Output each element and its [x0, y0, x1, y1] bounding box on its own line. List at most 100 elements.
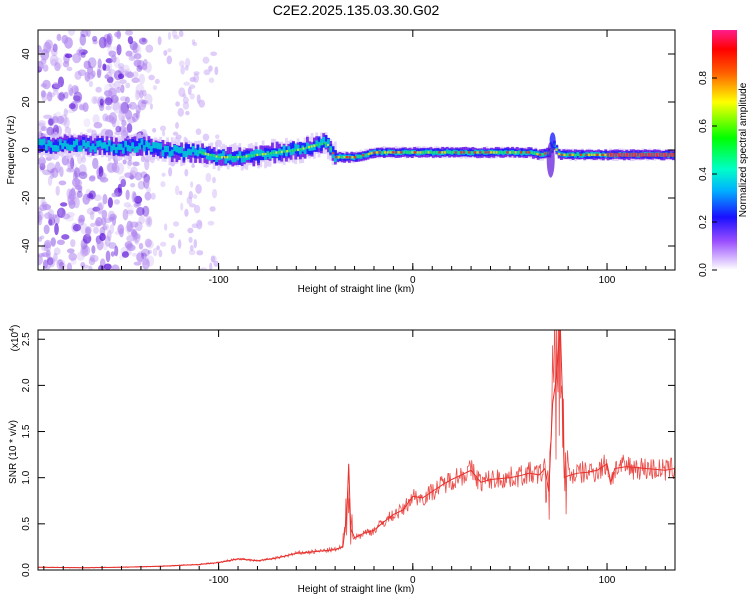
spectrogram-core — [577, 153, 580, 156]
colorbar-tick-label: 0.4 — [698, 167, 709, 181]
spectrogram-core — [386, 151, 389, 154]
snr-y-tick-label: 1.5 — [21, 424, 32, 438]
spectrogram-noise — [52, 43, 58, 53]
spectrogram-core — [261, 153, 264, 156]
spectrogram-noise — [55, 111, 62, 117]
spectrogram-core — [571, 153, 574, 156]
spectrogram-core — [389, 151, 392, 154]
spectrogram-noise — [98, 36, 107, 49]
spectrogram-marks — [38, 30, 675, 270]
spectrogram-core — [229, 156, 232, 159]
spectrogram-core — [316, 143, 319, 147]
spectrogram-noise — [162, 130, 166, 137]
spectrogram-noise — [70, 239, 76, 248]
spectrogram-ridge — [333, 150, 337, 160]
spectrogram-noise — [116, 44, 122, 56]
spectrogram-core — [558, 152, 561, 156]
spectrogram-y-tick-label: 0 — [21, 147, 32, 153]
spectrogram-ridge — [163, 145, 167, 153]
spectrogram-ridge — [110, 145, 114, 152]
spectrogram-noise — [81, 245, 91, 256]
spectrogram-noise — [172, 221, 180, 227]
spectrogram-noise — [72, 95, 81, 102]
spectrogram-noise — [95, 86, 102, 93]
spectrogram-ridge — [599, 153, 603, 158]
spectrogram-core — [318, 143, 321, 146]
spectrogram-ridge — [170, 149, 174, 156]
spectrogram-noise — [58, 180, 67, 186]
spectrogram-noise — [140, 252, 147, 260]
spectrogram-noise — [92, 157, 99, 170]
spectrogram-noise — [54, 62, 61, 72]
spectrogram-ridge — [289, 148, 293, 156]
spectrogram-ridge — [273, 150, 277, 157]
spectrogram-ridge — [75, 142, 79, 152]
spectrogram-core — [449, 151, 452, 154]
spectrogram-ridge — [615, 153, 619, 158]
spectrogram-noise — [184, 168, 189, 177]
spectrogram-noise — [92, 35, 98, 42]
spectrogram-noise — [47, 256, 53, 264]
spectrogram-noise — [112, 101, 122, 114]
spectrogram-core — [343, 156, 346, 159]
spectrogram-noise — [126, 225, 135, 236]
spectrogram-core — [506, 151, 509, 154]
spectrogram-ridge — [98, 140, 102, 147]
spectrogram-ridge — [145, 140, 149, 148]
spectrogram-ridge — [140, 138, 144, 145]
spectrogram-noise — [161, 172, 166, 177]
spectrogram-ridge — [222, 150, 225, 157]
spectrogram-ridge — [257, 149, 260, 156]
spectrogram-core — [642, 152, 645, 157]
spectrogram-ridge — [68, 144, 72, 151]
spectrogram-noise — [59, 261, 65, 270]
spectrogram-ridge — [168, 151, 172, 158]
spectrogram-core — [264, 152, 267, 156]
spectrogram-core — [297, 148, 300, 152]
spectrogram-noise — [120, 84, 125, 94]
spectrogram-ridge — [518, 150, 521, 155]
spectrogram-core — [568, 153, 571, 156]
spectrogram-core — [378, 151, 381, 154]
snr-y-label: SNR (10 * v/v) — [8, 420, 19, 484]
spectrogram-core — [492, 151, 495, 154]
spectrogram-core — [384, 151, 387, 154]
spectrogram-noise — [73, 167, 81, 178]
spectrogram-noise — [128, 101, 137, 110]
spectrogram-ridge — [401, 150, 405, 155]
spectrogram-noise — [43, 224, 50, 235]
spectrogram-noise — [76, 154, 83, 165]
spectrogram-noise — [74, 86, 79, 94]
spectrogram-ridge — [303, 147, 307, 154]
spectrogram-core — [658, 152, 661, 157]
spectrogram-noise — [175, 122, 179, 129]
spectrogram-noise — [212, 176, 216, 184]
spectrogram-ridge — [485, 150, 489, 155]
spectrogram-noise — [126, 244, 136, 252]
spectrogram-noise — [145, 215, 153, 228]
spectrogram-core — [462, 151, 465, 154]
spectrogram-ridge — [662, 152, 666, 157]
spectrogram-ridge — [177, 147, 181, 154]
spectrogram-noise — [124, 172, 134, 178]
spectrogram-ridge — [180, 146, 183, 154]
spectrogram-ridge — [98, 140, 102, 155]
spectrogram-axes: -100 0 100 -40 -20 0 20 40 — [21, 30, 675, 286]
spectrogram-noise — [89, 254, 96, 262]
spectrogram-noise — [39, 235, 45, 240]
spectrogram-ridge — [189, 149, 193, 156]
spectrogram-ridge — [56, 145, 60, 152]
spectrogram-noise — [72, 223, 82, 232]
spectrogram-core — [672, 152, 675, 157]
spectrogram-ridge — [135, 146, 139, 153]
spectrogram-noise — [107, 197, 113, 208]
spectrogram-core — [590, 153, 593, 156]
spectrogram-noise — [163, 223, 168, 231]
spectrogram-noise — [50, 237, 56, 247]
spectrogram-noise — [189, 93, 195, 100]
spectrogram-noise — [42, 169, 52, 176]
spectrogram-core — [253, 154, 256, 157]
spectrogram-core — [242, 155, 245, 158]
spectrogram-noise — [136, 65, 143, 72]
spectrogram-ridge — [333, 155, 337, 163]
